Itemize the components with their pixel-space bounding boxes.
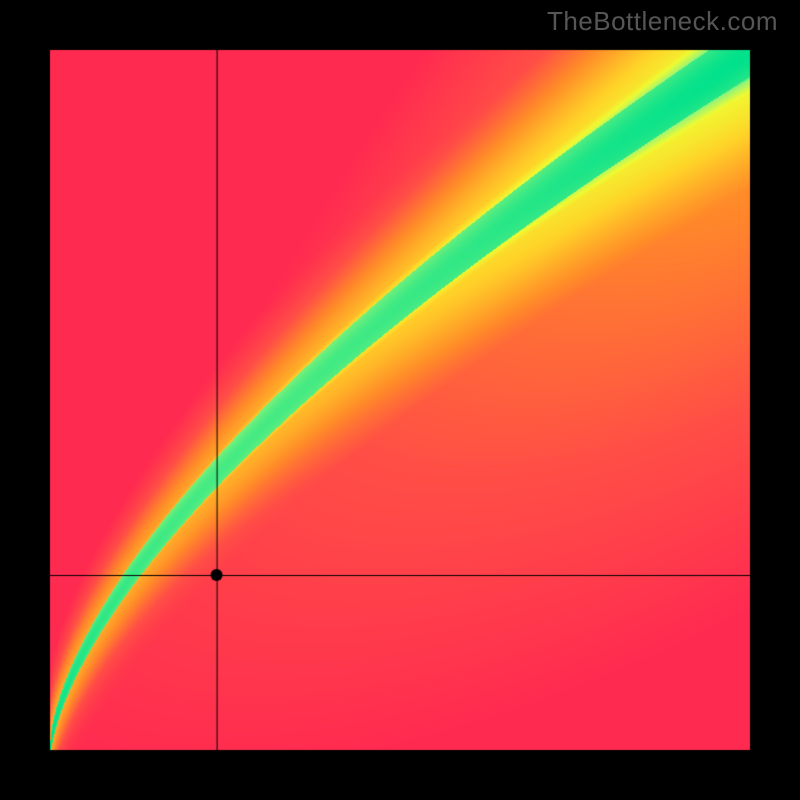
heatmap-canvas xyxy=(0,0,800,800)
watermark-text: TheBottleneck.com xyxy=(547,6,778,37)
chart-container: TheBottleneck.com xyxy=(0,0,800,800)
